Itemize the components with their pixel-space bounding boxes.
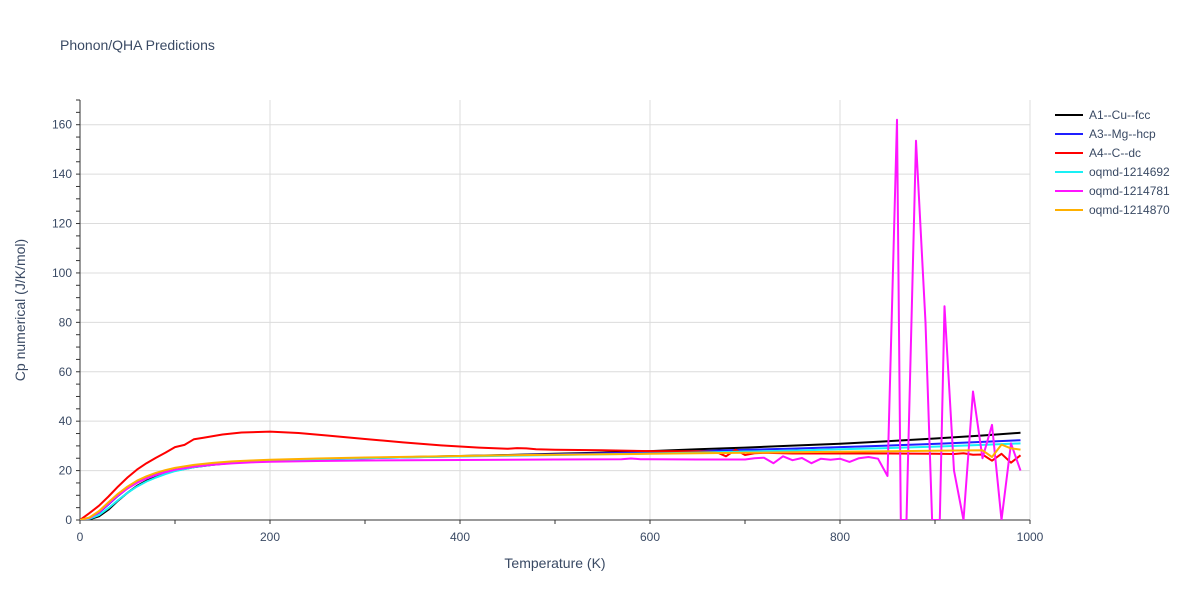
axes: 0 200 400 600 800 1000 0 20 40 60 80 100 120 140 160 — [52, 99, 1044, 544]
x-tick-label: 1000 — [1017, 530, 1044, 544]
y-tick-label: 160 — [52, 118, 72, 132]
x-axis-label: Temperature (K) — [504, 555, 605, 571]
series-line-oqmd-1214781 — [80, 118, 1022, 520]
y-axis-label: Cp numerical (J/K/mol) — [12, 239, 28, 381]
y-tick-label: 120 — [52, 217, 72, 231]
series-layer — [80, 118, 1022, 520]
series-line-oqmd-1214870 — [80, 443, 1021, 520]
y-tick-label: 80 — [59, 315, 73, 329]
y-tick-label: 100 — [52, 266, 72, 280]
legend-label: A4--C--dc — [1089, 146, 1141, 160]
x-tick-label: 800 — [830, 530, 850, 544]
y-tick-label: 20 — [59, 464, 73, 478]
y-tick-label: 0 — [65, 513, 72, 527]
x-tick-label: 0 — [77, 530, 84, 544]
legend-item[interactable]: A3--Mg--hcp — [1055, 127, 1156, 141]
legend-item[interactable]: A1--Cu--fcc — [1055, 108, 1150, 122]
legend-label: oqmd-1214781 — [1089, 184, 1170, 198]
legend-item[interactable]: oqmd-1214781 — [1055, 184, 1170, 198]
series-line-a4-c-dc — [80, 430, 1022, 520]
x-tick-label: 600 — [640, 530, 660, 544]
legend-item[interactable]: oqmd-1214870 — [1055, 203, 1170, 217]
legend-label: A1--Cu--fcc — [1089, 108, 1150, 122]
legend-label: oqmd-1214870 — [1089, 203, 1170, 217]
y-tick-label: 40 — [59, 414, 73, 428]
legend[interactable]: A1--Cu--fcc A3--Mg--hcp A4--C--dc oqmd-1214… — [1055, 108, 1170, 217]
legend-item[interactable]: A4--C--dc — [1055, 146, 1141, 160]
grid — [80, 100, 1031, 520]
chart-title: Phonon/QHA Predictions — [60, 37, 215, 53]
y-tick-label: 140 — [52, 167, 72, 181]
x-tick-label: 400 — [450, 530, 470, 544]
legend-label: oqmd-1214692 — [1089, 165, 1170, 179]
x-tick-label: 200 — [260, 530, 280, 544]
y-tick-label: 60 — [59, 365, 73, 379]
legend-label: A3--Mg--hcp — [1089, 127, 1156, 141]
legend-item[interactable]: oqmd-1214692 — [1055, 165, 1170, 179]
